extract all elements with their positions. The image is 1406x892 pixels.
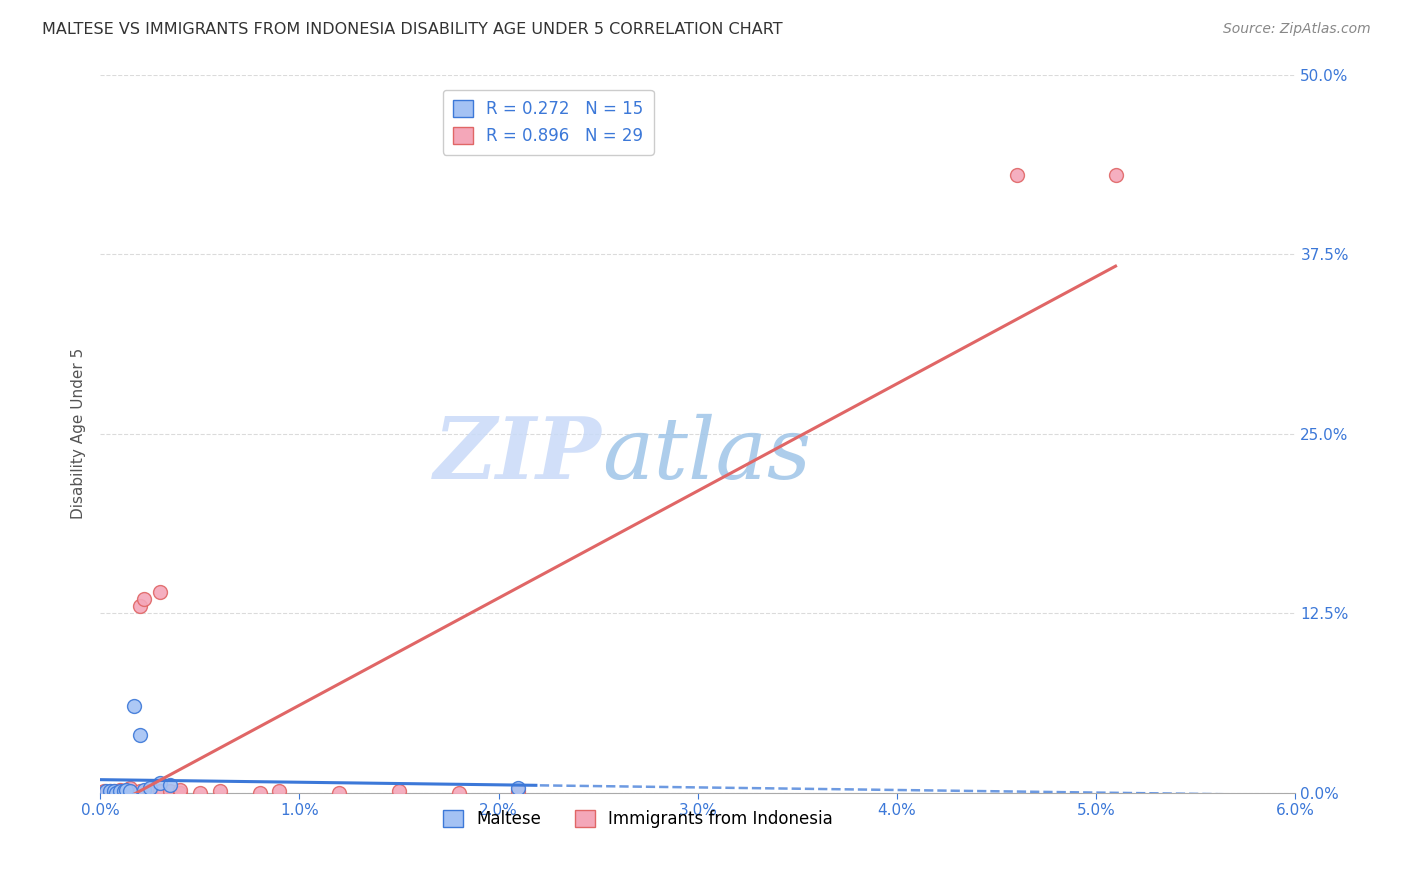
Point — [105, 786, 128, 800]
Point — [108, 784, 131, 798]
Point — [1105, 168, 1128, 182]
Point — [149, 775, 172, 789]
Point — [103, 784, 125, 798]
Point — [129, 784, 152, 798]
Text: Source: ZipAtlas.com: Source: ZipAtlas.com — [1223, 22, 1371, 37]
Point — [115, 784, 138, 798]
Point — [108, 782, 131, 797]
Point — [98, 784, 121, 798]
Point — [508, 784, 530, 798]
Text: atlas: atlas — [602, 414, 811, 497]
Point — [139, 786, 162, 800]
Point — [159, 779, 181, 793]
Point — [129, 599, 152, 613]
Point — [508, 781, 530, 796]
Legend: Maltese, Immigrants from Indonesia: Maltese, Immigrants from Indonesia — [436, 803, 839, 835]
Point — [169, 786, 191, 800]
Y-axis label: Disability Age Under 5: Disability Age Under 5 — [72, 348, 86, 519]
Point — [269, 784, 291, 798]
Point — [112, 784, 135, 798]
Point — [447, 786, 470, 800]
Point — [188, 786, 211, 800]
Point — [94, 786, 117, 800]
Point — [103, 784, 125, 798]
Point — [105, 786, 128, 800]
Point — [208, 784, 231, 798]
Point — [118, 784, 141, 798]
Text: MALTESE VS IMMIGRANTS FROM INDONESIA DISABILITY AGE UNDER 5 CORRELATION CHART: MALTESE VS IMMIGRANTS FROM INDONESIA DIS… — [42, 22, 783, 37]
Point — [132, 591, 155, 606]
Point — [388, 784, 411, 798]
Point — [98, 784, 121, 798]
Point — [93, 784, 115, 798]
Point — [108, 784, 131, 798]
Point — [159, 784, 181, 798]
Point — [115, 782, 138, 797]
Point — [118, 781, 141, 796]
Point — [169, 782, 191, 797]
Point — [249, 786, 271, 800]
Point — [129, 728, 152, 742]
Text: ZIP: ZIP — [434, 413, 602, 497]
Point — [139, 781, 162, 796]
Point — [149, 784, 172, 798]
Point — [328, 786, 350, 800]
Point — [149, 584, 172, 599]
Point — [112, 784, 135, 798]
Point — [122, 699, 145, 714]
Point — [94, 784, 117, 798]
Point — [1005, 168, 1028, 182]
Point — [132, 782, 155, 797]
